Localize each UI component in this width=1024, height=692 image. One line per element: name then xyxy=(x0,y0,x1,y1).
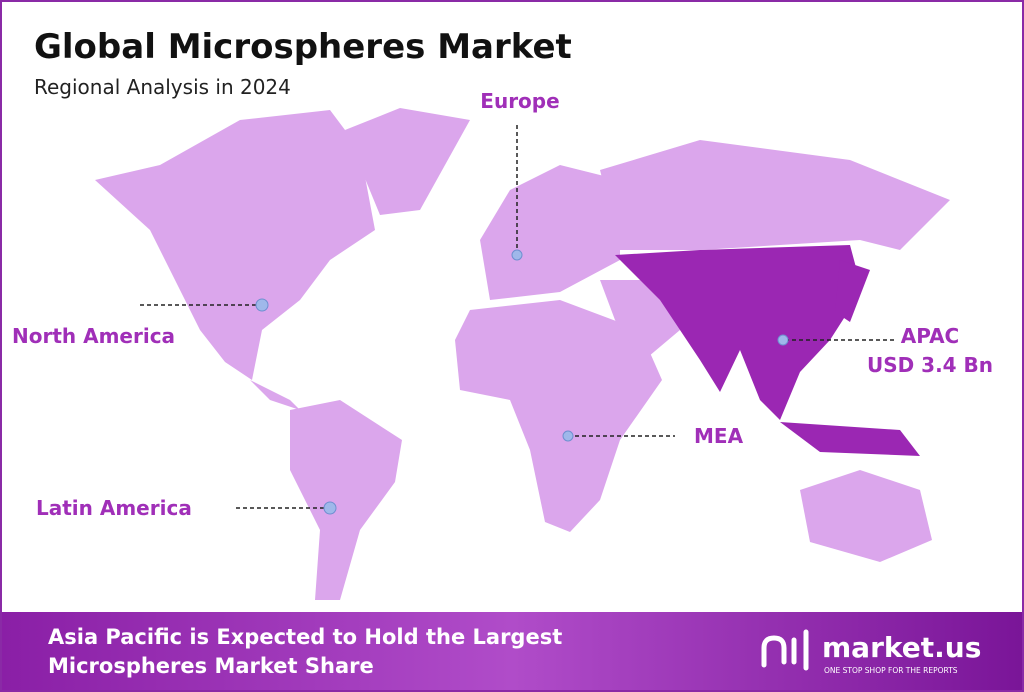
marker xyxy=(777,334,789,346)
brand: market.us xyxy=(822,631,981,664)
marker xyxy=(562,430,574,442)
region-value: USD 3.4 Bn xyxy=(867,353,993,377)
region-label: APAC xyxy=(901,324,959,348)
tagline: ONE STOP SHOP FOR THE REPORTS xyxy=(824,666,958,675)
world-map xyxy=(95,108,950,600)
footer-line: Microspheres Market Share xyxy=(48,654,374,678)
region-label: MEA xyxy=(694,424,744,448)
footer-band xyxy=(2,612,1022,690)
marker xyxy=(323,501,337,515)
region-label: Europe xyxy=(480,89,559,113)
region-label: Latin America xyxy=(36,496,192,520)
logo-icon xyxy=(761,629,809,671)
title: Global Microspheres Market xyxy=(34,27,572,67)
footer: Asia Pacific is Expected to Hold the Lar… xyxy=(2,612,1022,690)
footer-line: Asia Pacific is Expected to Hold the Lar… xyxy=(48,625,562,649)
markers xyxy=(140,125,895,515)
marker xyxy=(255,298,269,312)
region-label: North America xyxy=(12,324,175,348)
subtitle: Regional Analysis in 2024 xyxy=(34,75,291,99)
marker xyxy=(511,249,523,261)
